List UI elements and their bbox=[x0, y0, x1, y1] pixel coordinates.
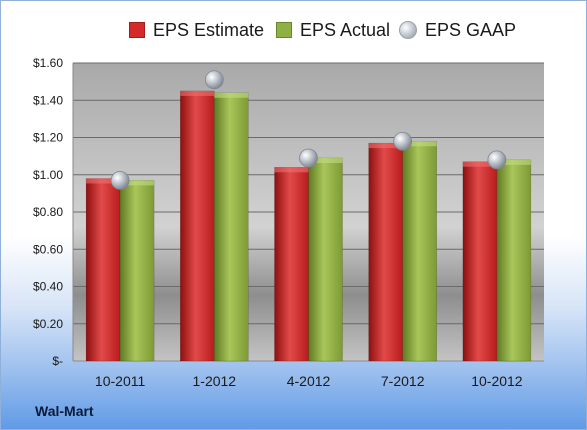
marker-eps-gaap bbox=[204, 70, 224, 90]
bar-eps-estimate bbox=[85, 178, 121, 362]
legend-label-actual: EPS Actual bbox=[300, 19, 391, 40]
y-tick-label: $1.00 bbox=[33, 168, 63, 182]
bar-eps-estimate-top bbox=[368, 143, 403, 149]
bar-eps-estimate bbox=[274, 167, 309, 362]
company-label: Wal-Mart bbox=[35, 403, 94, 419]
y-tick-label: $1.40 bbox=[33, 93, 63, 107]
legend: EPS Estimate EPS Actual EPS GAAP bbox=[1, 17, 586, 43]
y-tick-label: $0.40 bbox=[33, 280, 63, 294]
bar-eps-estimate-top bbox=[462, 161, 497, 167]
y-tick-label: $1.20 bbox=[33, 131, 63, 145]
bar-eps-actual bbox=[402, 140, 437, 362]
legend-swatch-gaap bbox=[399, 21, 417, 39]
y-tick-label: $0.20 bbox=[33, 317, 63, 331]
x-tick-label: 7-2012 bbox=[381, 373, 425, 389]
bar-eps-estimate bbox=[462, 161, 498, 362]
x-tick-label: 4-2012 bbox=[287, 373, 331, 389]
legend-swatch-estimate bbox=[129, 22, 145, 38]
bar-eps-estimate bbox=[180, 90, 215, 362]
marker-eps-gaap bbox=[299, 148, 318, 168]
x-tick-label: 10-2011 bbox=[95, 373, 146, 389]
legend-item-estimate: EPS Estimate bbox=[129, 17, 264, 43]
bar-eps-estimate bbox=[368, 142, 403, 362]
bar-eps-actual bbox=[119, 180, 155, 362]
legend-swatch-actual bbox=[276, 22, 292, 38]
bar-eps-estimate-top bbox=[86, 178, 121, 184]
legend-item-actual: EPS Actual bbox=[276, 17, 390, 43]
marker-eps-gaap bbox=[110, 170, 130, 190]
bar-eps-actual-top bbox=[214, 92, 249, 98]
y-tick-label: $0.80 bbox=[33, 205, 63, 219]
bar-eps-actual-top bbox=[120, 180, 155, 186]
bar-eps-actual-top bbox=[496, 159, 531, 165]
y-tick-label: $- bbox=[52, 354, 63, 368]
bar-eps-estimate-top bbox=[180, 90, 215, 96]
marker-eps-gaap bbox=[487, 150, 507, 170]
y-tick-label: $1.60 bbox=[33, 56, 63, 70]
x-tick-label: 1-2012 bbox=[193, 373, 237, 389]
bar-eps-estimate-top bbox=[274, 167, 309, 173]
y-tick-label: $0.60 bbox=[33, 242, 63, 256]
legend-item-gaap: EPS GAAP bbox=[399, 17, 516, 43]
legend-label-gaap: EPS GAAP bbox=[425, 19, 517, 40]
bar-eps-actual bbox=[496, 159, 532, 362]
bar-eps-actual bbox=[214, 92, 249, 362]
marker-eps-gaap bbox=[393, 131, 413, 151]
bar-eps-actual bbox=[308, 157, 343, 362]
bar-eps-actual-top bbox=[402, 141, 437, 147]
bar-eps-actual-top bbox=[308, 157, 343, 163]
x-tick-label: 10-2012 bbox=[471, 373, 523, 389]
legend-label-estimate: EPS Estimate bbox=[153, 19, 265, 40]
